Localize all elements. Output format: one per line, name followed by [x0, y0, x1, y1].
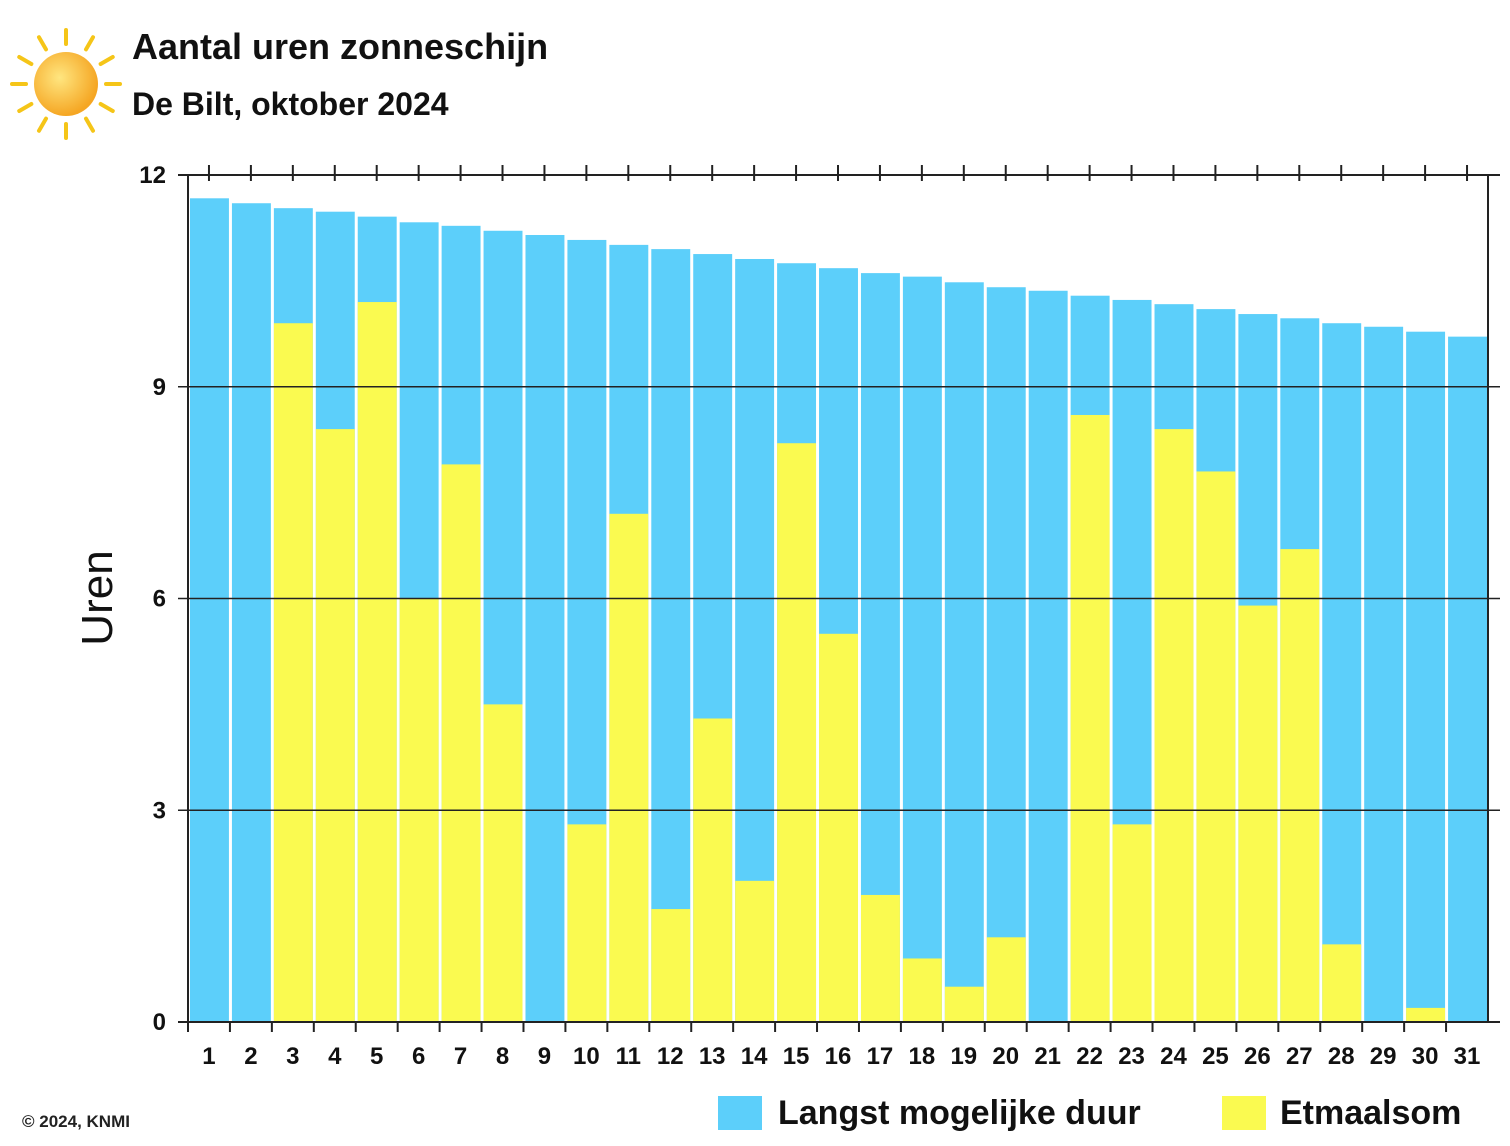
y-tick-label: 0: [153, 1009, 166, 1036]
legend-swatch: [718, 1096, 762, 1130]
x-tick-label: 19: [950, 1043, 977, 1070]
bar-sunshine-day-19: [944, 986, 984, 1022]
legend-swatch: [1222, 1096, 1266, 1130]
bar-max-day-21: [1028, 290, 1068, 1022]
bar-max-day-18: [902, 276, 942, 1022]
y-tick-label: 3: [153, 797, 166, 824]
y-tick-label: 9: [153, 374, 166, 401]
bar-sunshine-day-17: [860, 894, 900, 1022]
bar-max-day-20: [986, 287, 1026, 1022]
bar-sunshine-day-28: [1322, 944, 1362, 1022]
bar-sunshine-day-15: [777, 443, 817, 1022]
y-tick-label: 12: [139, 162, 166, 189]
x-tick-label: 31: [1454, 1043, 1481, 1070]
x-tick-label: 4: [328, 1043, 342, 1070]
bar-sunshine-day-30: [1406, 1007, 1446, 1022]
bar-max-day-9: [525, 234, 565, 1022]
sun-icon: [10, 28, 122, 140]
x-tick-label: 10: [573, 1043, 600, 1070]
y-tick-label: 6: [153, 586, 166, 613]
bar-sunshine-day-24: [1154, 429, 1194, 1023]
bar-max-day-1: [190, 198, 229, 1023]
x-tick-label: 8: [496, 1043, 509, 1070]
x-tick-label: 12: [657, 1043, 684, 1070]
x-tick-label: 16: [825, 1043, 852, 1070]
x-tick-label: 5: [370, 1043, 383, 1070]
bar-sunshine-day-8: [483, 704, 523, 1022]
x-tick-label: 14: [741, 1043, 768, 1070]
bar-sunshine-day-26: [1238, 605, 1278, 1022]
x-tick-label: 24: [1160, 1043, 1187, 1070]
x-tick-label: 20: [992, 1043, 1019, 1070]
bar-max-day-30: [1406, 331, 1446, 1022]
bar-sunshine-day-14: [735, 880, 775, 1022]
credit: © 2024, KNMI: [22, 1112, 130, 1131]
x-tick-label: 22: [1076, 1043, 1103, 1070]
x-tick-label: 30: [1412, 1043, 1439, 1070]
bar-sunshine-day-23: [1112, 824, 1152, 1022]
x-tick-label: 6: [412, 1043, 425, 1070]
legend-label: Etmaalsom: [1280, 1094, 1461, 1132]
chart-subtitle: De Bilt, oktober 2024: [132, 86, 449, 122]
bar-sunshine-day-5: [357, 302, 397, 1022]
x-tick-label: 2: [244, 1043, 257, 1070]
x-tick-label: 28: [1328, 1043, 1355, 1070]
x-tick-label: 29: [1370, 1043, 1397, 1070]
bar-max-day-31: [1448, 336, 1487, 1022]
bar-sunshine-day-27: [1280, 549, 1320, 1022]
bar-max-day-28: [1322, 323, 1362, 1023]
x-tick-label: 23: [1118, 1043, 1145, 1070]
x-tick-label: 15: [783, 1043, 810, 1070]
bar-sunshine-day-4: [315, 429, 355, 1023]
bar-sunshine-day-11: [609, 513, 649, 1022]
bar-sunshine-day-25: [1196, 471, 1236, 1022]
x-tick-label: 7: [454, 1043, 467, 1070]
bar-sunshine-day-12: [651, 909, 691, 1022]
bar-sunshine-day-20: [986, 937, 1026, 1022]
legend-label: Langst mogelijke duur: [778, 1094, 1141, 1132]
x-tick-label: 13: [699, 1043, 726, 1070]
x-tick-label: 21: [1034, 1043, 1061, 1070]
x-tick-label: 9: [538, 1043, 551, 1070]
bar-max-day-12: [651, 249, 691, 1023]
bar-sunshine-day-10: [567, 824, 607, 1022]
x-tick-label: 26: [1244, 1043, 1271, 1070]
x-tick-label: 1: [202, 1043, 215, 1070]
x-tick-label: 25: [1202, 1043, 1229, 1070]
bar-max-day-29: [1364, 326, 1404, 1023]
x-tick-label: 17: [867, 1043, 894, 1070]
bar-sunshine-day-22: [1070, 414, 1110, 1022]
bar-sunshine-day-16: [819, 633, 858, 1022]
bar-sunshine-day-7: [441, 464, 481, 1022]
chart-title: Aantal uren zonneschijn: [132, 26, 549, 67]
bar-max-day-2: [231, 203, 271, 1022]
bar-sunshine-day-18: [902, 958, 942, 1022]
bar-sunshine-day-13: [693, 718, 733, 1022]
x-tick-label: 18: [909, 1043, 936, 1070]
bar-sunshine-day-3: [273, 323, 313, 1023]
bar-max-day-19: [944, 282, 984, 1023]
x-tick-label: 11: [616, 1043, 641, 1070]
x-tick-label: 3: [286, 1043, 299, 1070]
x-tick-label: 27: [1286, 1043, 1313, 1070]
y-axis-label: Uren: [73, 550, 122, 645]
